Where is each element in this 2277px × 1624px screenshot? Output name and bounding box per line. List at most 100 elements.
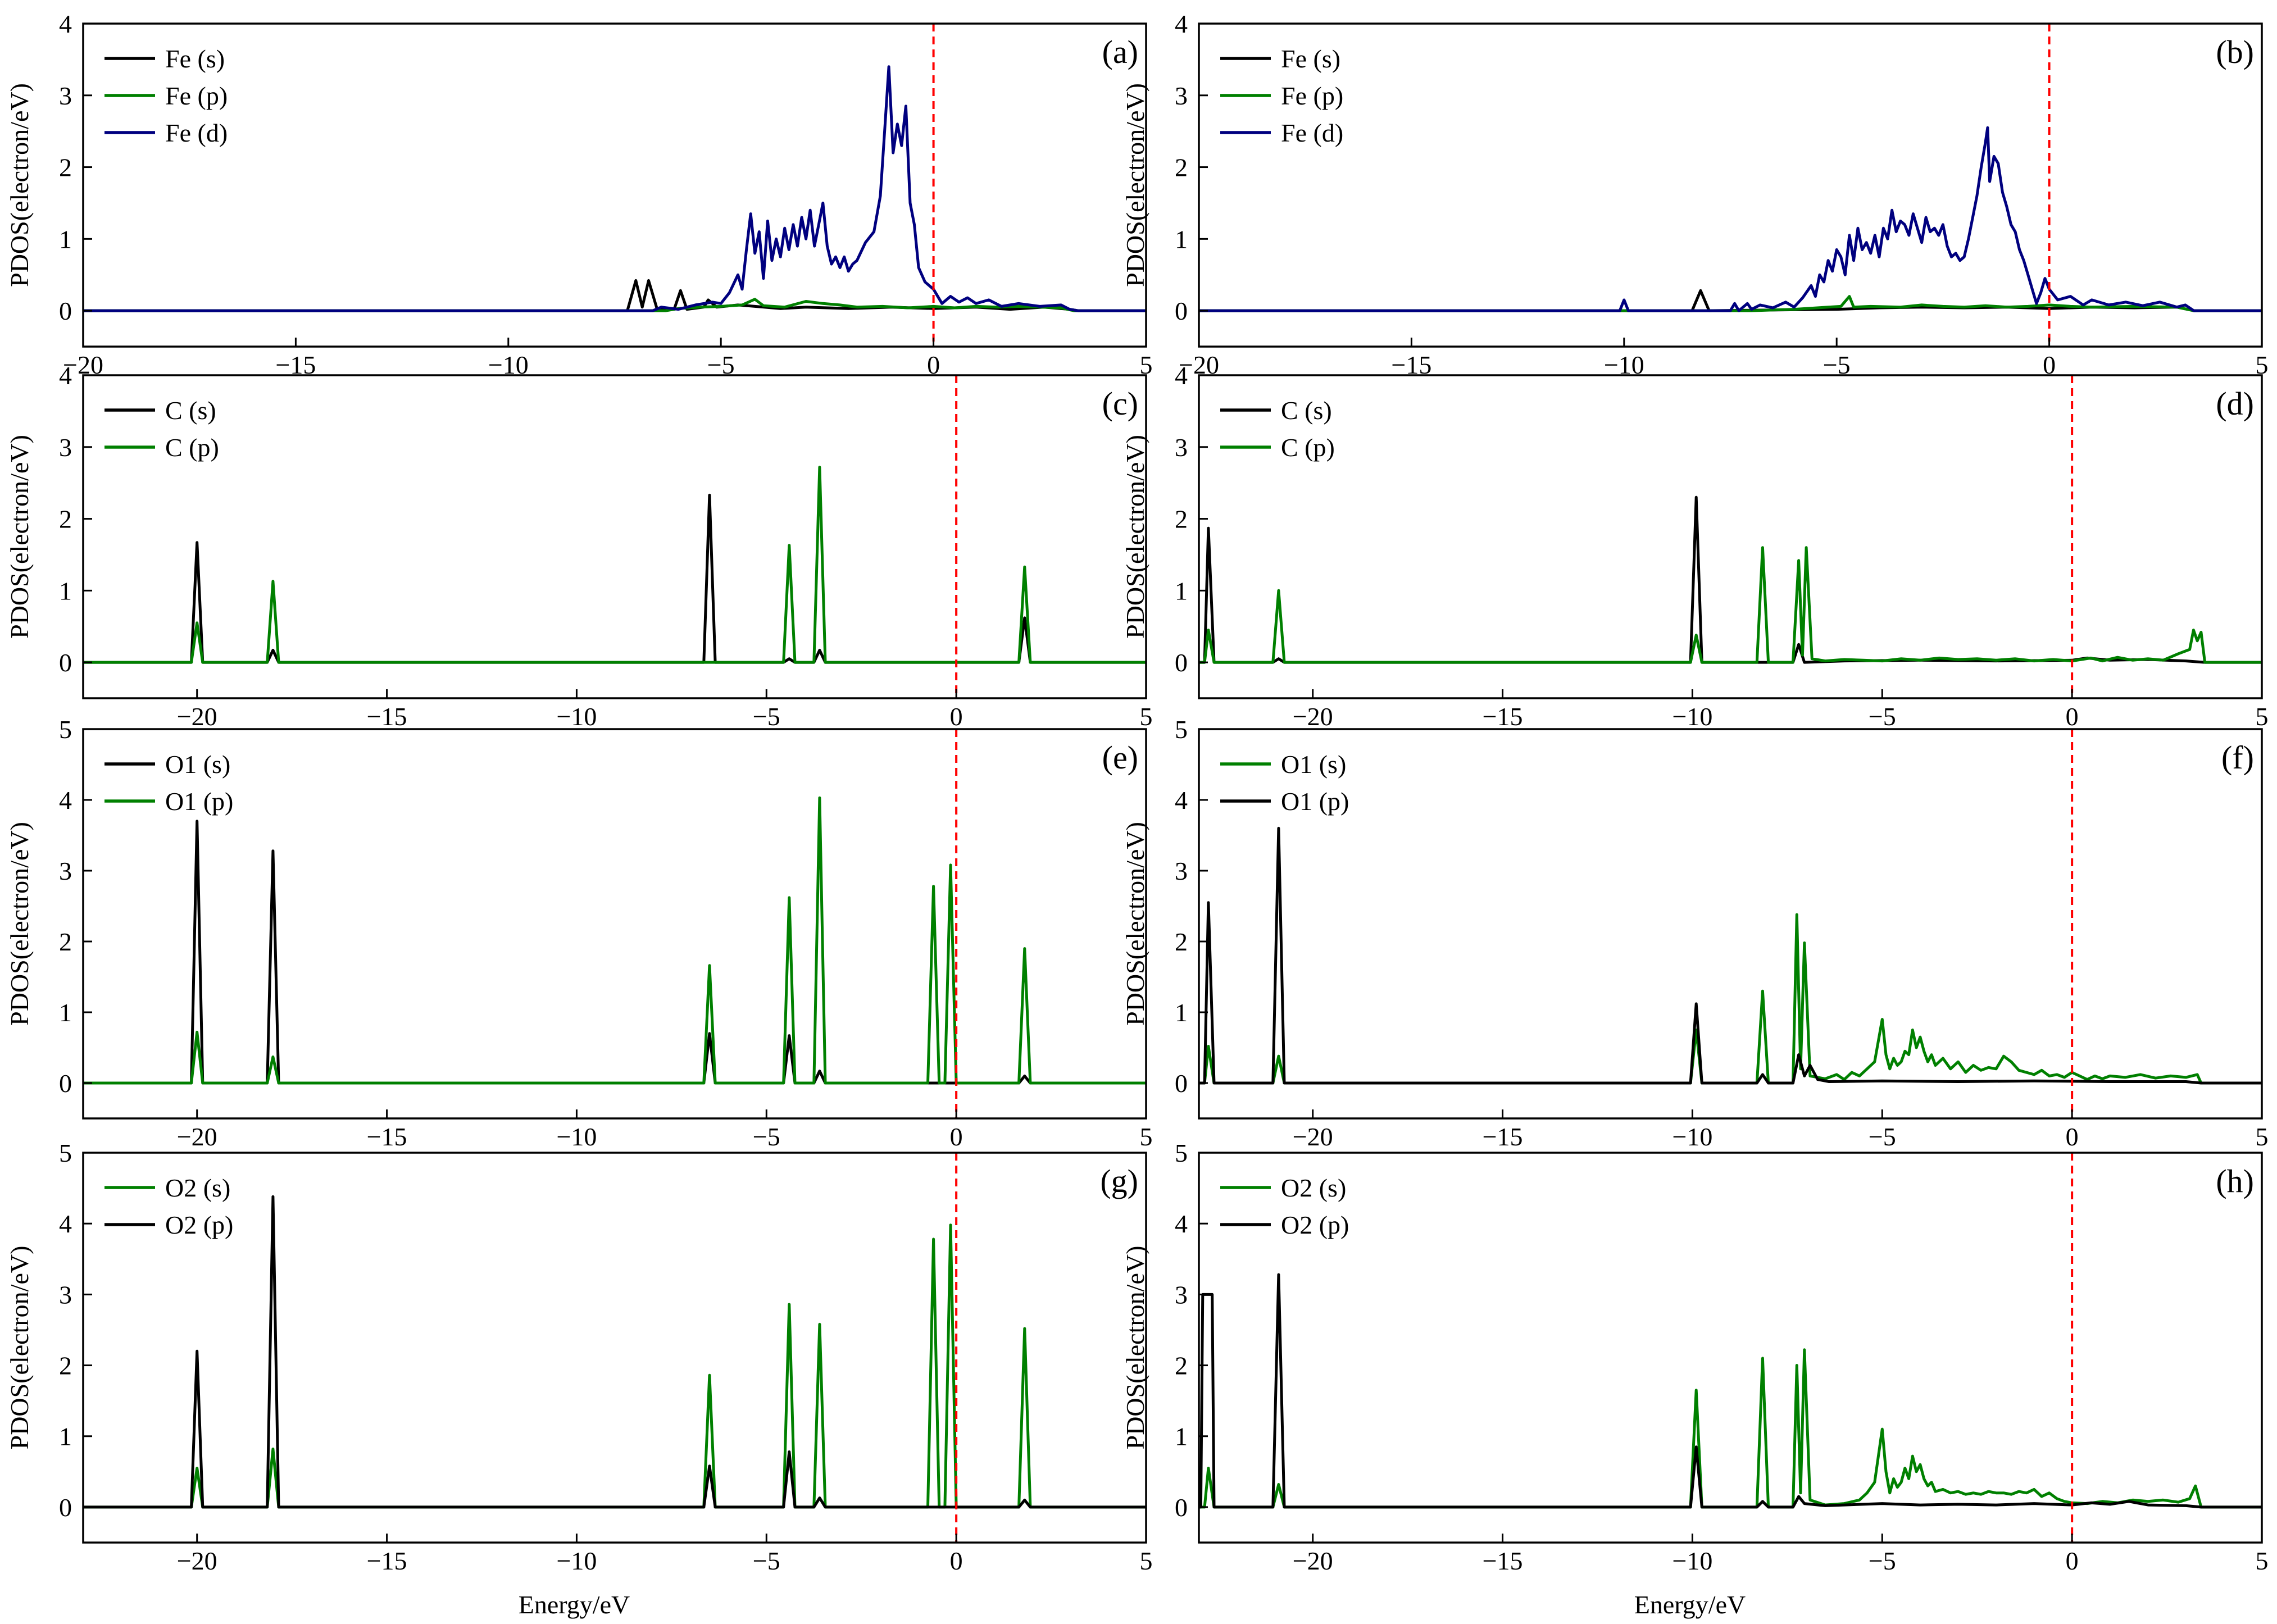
x-tick-label-g-4: 0 <box>950 1546 963 1575</box>
x-tick-label-d-1: −15 <box>1483 702 1523 731</box>
panel-tag-h: (h) <box>2216 1163 2254 1199</box>
legend-label-c-0: C (s) <box>165 396 216 425</box>
y-tick-label-d-1: 1 <box>1175 576 1188 605</box>
series-line-c-1 <box>83 466 1146 664</box>
y-tick-label-h-2: 2 <box>1175 1352 1188 1380</box>
series-line-e-0 <box>83 820 1146 1085</box>
plot-frame-g <box>82 1152 1147 1544</box>
panel-e: −20 −15 −10 −5 0 5 0 1 2 3 4 5 PDOS(electron/eV) (e) O… <box>5 715 1153 1151</box>
y-tick-label-f-0: 0 <box>1175 1069 1188 1098</box>
y-tick-label-b-3: 3 <box>1175 81 1188 110</box>
y-tick-label-f-5: 5 <box>1175 715 1188 744</box>
x-tick-label-c-1: −15 <box>367 702 407 731</box>
x-tick-label-f-1: −15 <box>1483 1122 1523 1151</box>
legend-label-a-1: Fe (p) <box>165 81 228 110</box>
series-line-b-1 <box>1199 295 2262 312</box>
series-group-e <box>83 796 1146 1085</box>
y-tick-label-b-1: 1 <box>1175 225 1188 253</box>
series-line-g-0 <box>83 1223 1146 1509</box>
y-tick-label-a-3: 3 <box>59 81 72 110</box>
legend-label-e-1: O1 (p) <box>165 787 233 816</box>
y-tick-label-h-1: 1 <box>1175 1422 1188 1451</box>
x-tick-label-e-1: −15 <box>367 1122 407 1151</box>
series-group-h <box>1199 1273 2262 1509</box>
legend-label-b-0: Fe (s) <box>1281 44 1340 73</box>
y-tick-label-e-4: 4 <box>59 786 72 815</box>
series-line-a-2 <box>83 65 1146 312</box>
x-tick-label-a-5: 5 <box>1140 351 1153 379</box>
x-tick-label-d-3: −5 <box>1869 702 1896 731</box>
x-tick-label-h-4: 0 <box>2066 1546 2079 1575</box>
legend-label-d-1: C (p) <box>1281 433 1335 462</box>
series-line-h-0 <box>1199 1348 2262 1509</box>
legend-label-b-2: Fe (d) <box>1281 119 1343 147</box>
legend-label-c-1: C (p) <box>165 433 219 462</box>
series-line-b-2 <box>1199 126 2262 312</box>
panel-tag-g: (g) <box>1100 1163 1138 1199</box>
legend-label-f-0: O1 (s) <box>1281 750 1346 779</box>
y-tick-label-e-0: 0 <box>59 1069 72 1098</box>
y-tick-label-h-5: 5 <box>1175 1139 1188 1167</box>
x-tick-label-e-0: −20 <box>177 1122 217 1151</box>
legend-label-e-0: O1 (s) <box>165 750 230 779</box>
y-axis-title-a: PDOS(electron/eV) <box>5 83 34 287</box>
x-tick-label-e-5: 5 <box>1140 1122 1153 1151</box>
y-axis-title-b: PDOS(electron/eV) <box>1121 83 1149 287</box>
x-tick-label-g-3: −5 <box>753 1546 780 1575</box>
y-tick-label-h-3: 3 <box>1175 1280 1188 1309</box>
legend-label-b-1: Fe (p) <box>1281 81 1343 110</box>
series-group-d <box>1199 495 2262 664</box>
y-tick-label-d-0: 0 <box>1175 648 1188 677</box>
x-tick-label-c-4: 0 <box>950 702 963 731</box>
y-tick-label-h-0: 0 <box>1175 1493 1188 1522</box>
series-group-a <box>83 65 1146 312</box>
x-tick-label-c-3: −5 <box>753 702 780 731</box>
y-tick-label-g-5: 5 <box>59 1139 72 1167</box>
y-tick-label-e-2: 2 <box>59 927 72 956</box>
panel-b: −20 −15 −10 −5 0 501234PDOS(electron/eV)(b)Fe… <box>1121 10 2269 379</box>
panel-d: −20 −15 −10 −5 0 501234PDOS(electron/eV)(d)C … <box>1121 361 2269 731</box>
x-tick-label-e-2: −10 <box>556 1122 597 1151</box>
series-line-d-0 <box>1199 495 2262 664</box>
panel-tag-c: (c) <box>1102 385 1138 422</box>
y-tick-label-d-2: 2 <box>1175 505 1188 534</box>
panel-tag-a: (a) <box>1102 34 1138 70</box>
y-tick-label-b-0: 0 <box>1175 297 1188 325</box>
x-tick-label-f-5: 5 <box>2256 1122 2269 1151</box>
legend-label-a-2: Fe (d) <box>165 119 228 147</box>
x-tick-label-d-0: −20 <box>1293 702 1333 731</box>
y-tick-label-f-2: 2 <box>1175 927 1188 956</box>
x-tick-label-f-4: 0 <box>2066 1122 2079 1151</box>
x-tick-label-f-0: −20 <box>1293 1122 1333 1151</box>
series-group-b <box>1199 126 2262 312</box>
panel-a: −20 −15 −10 −5 0 501234PDOS(electron/eV)(a)Fe… <box>5 10 1153 379</box>
plot-frame-d <box>1198 374 2263 699</box>
y-tick-label-g-0: 0 <box>59 1493 72 1522</box>
x-tick-label-g-0: −20 <box>177 1546 217 1575</box>
plot-frame-b <box>1198 22 2263 348</box>
x-tick-label-h-5: 5 <box>2256 1546 2269 1575</box>
y-tick-label-a-2: 2 <box>59 153 72 182</box>
panel-tag-d: (d) <box>2216 385 2254 422</box>
y-tick-label-c-3: 3 <box>59 433 72 462</box>
series-group-c <box>83 466 1146 664</box>
x-tick-label-g-2: −10 <box>556 1546 597 1575</box>
y-tick-label-g-2: 2 <box>59 1352 72 1380</box>
series-line-f-1 <box>1199 826 2262 1085</box>
panel-g: −20 −15 −10 −5 0 5 0 1 2 3 4 5 PDOS(electron/eV) (g) O… <box>5 1139 1153 1575</box>
x-tick-label-c-0: −20 <box>177 702 217 731</box>
x-tick-label-d-2: −10 <box>1672 702 1712 731</box>
x-tick-label-a-4: 0 <box>927 351 940 379</box>
x-tick-label-d-5: 5 <box>2256 702 2269 731</box>
y-axis-title-f: PDOS(electron/eV) <box>1121 822 1149 1026</box>
x-tick-label-g-5: 5 <box>1140 1546 1153 1575</box>
y-axis-title-c: PDOS(electron/eV) <box>5 435 34 639</box>
x-tick-label-f-3: −5 <box>1869 1122 1896 1151</box>
legend-label-f-1: O1 (p) <box>1281 787 1349 816</box>
y-axis-title-d: PDOS(electron/eV) <box>1121 435 1149 639</box>
x-axis-title-right: Energy/eV <box>1634 1590 1746 1619</box>
x-tick-label-f-2: −10 <box>1672 1122 1712 1151</box>
panel-c: −20 −15 −10 −5 0 5 0 1 2 3 4 PDOS(electron/eV) (c) C … <box>5 361 1153 731</box>
panel-f: −20 −15 −10 −5 0 5012345PDOS(electron/eV)(f)O… <box>1121 715 2269 1151</box>
series-line-c-0 <box>83 493 1146 664</box>
